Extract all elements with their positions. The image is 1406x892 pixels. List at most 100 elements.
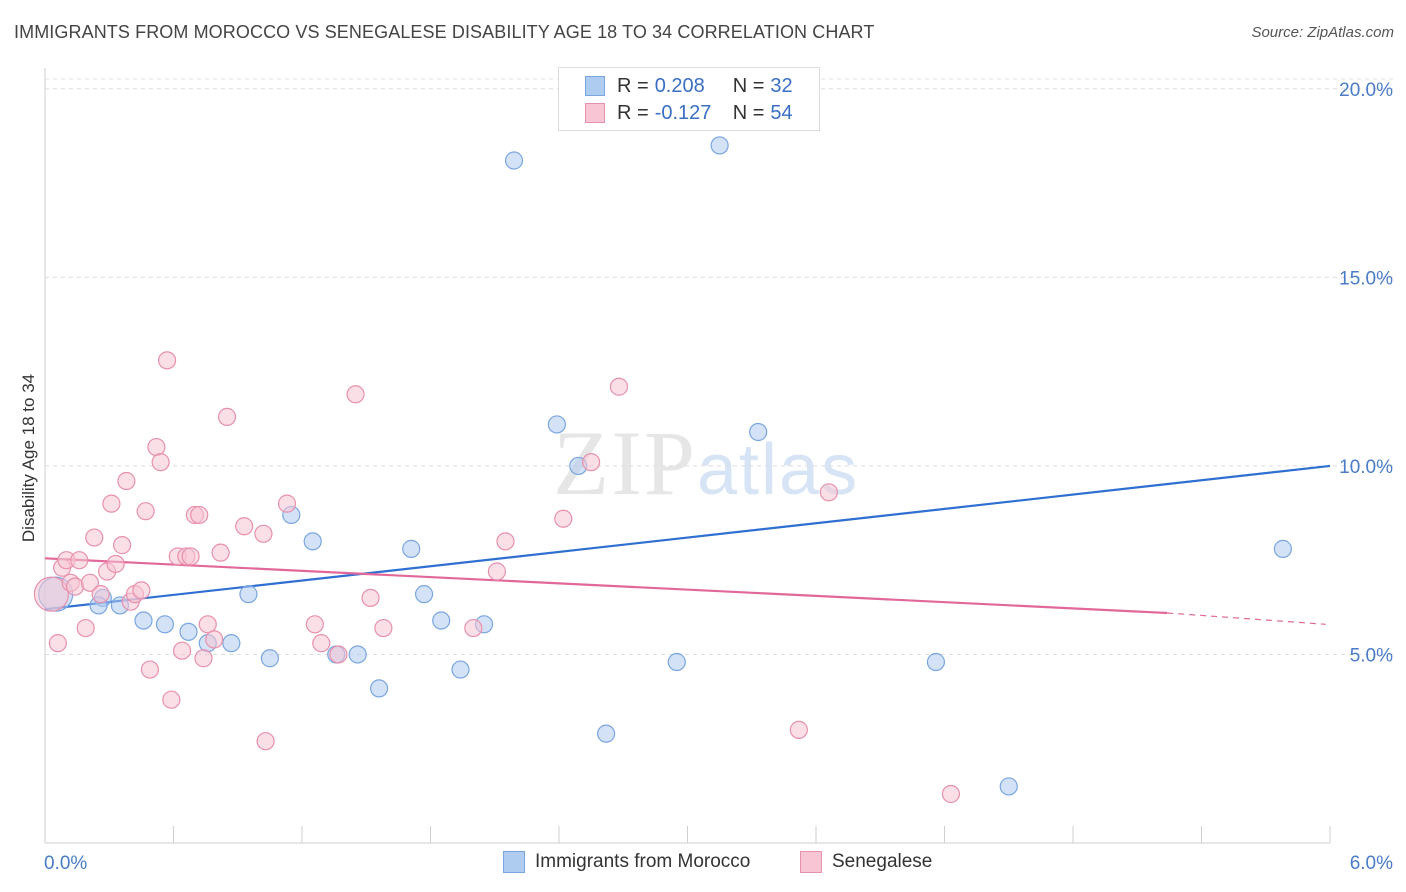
- point-senegalese: [33, 576, 70, 612]
- point-senegalese: [85, 528, 104, 547]
- trend-lines: [44, 464, 1331, 625]
- x-tick-label: 6.0%: [1350, 853, 1393, 874]
- point-senegalese: [48, 634, 67, 653]
- trend-line-senegalese-extension: [1167, 612, 1326, 625]
- point-senegalese: [374, 618, 393, 638]
- axes: [44, 68, 1331, 844]
- legend-row-senegalese: R = -0.127 N = 54: [585, 100, 793, 126]
- series-legend: Immigrants from Morocco Senegalese: [0, 851, 1406, 877]
- point-morocco: [348, 645, 367, 664]
- point-morocco: [451, 660, 470, 679]
- point-senegalese: [136, 502, 155, 521]
- point-senegalese: [117, 471, 136, 491]
- point-senegalese: [106, 554, 125, 574]
- point-morocco: [597, 724, 616, 743]
- point-senegalese: [147, 437, 166, 457]
- point-senegalese: [496, 532, 515, 551]
- legend-row-morocco: R = 0.208 N = 32: [585, 73, 793, 99]
- legend-r-label: R =: [617, 74, 649, 97]
- legend-swatch-senegalese: [800, 851, 822, 873]
- point-senegalese: [554, 509, 573, 528]
- tick-labels: Disability Age 18 to 34 5.0% 10.0% 15.0% 20.…: [19, 80, 1393, 874]
- point-morocco: [222, 634, 241, 653]
- point-senegalese: [217, 407, 237, 427]
- point-morocco: [303, 532, 322, 551]
- point-morocco: [1273, 539, 1292, 558]
- legend-n-value: 32: [770, 74, 793, 97]
- point-senegalese: [102, 494, 121, 513]
- point-senegalese: [65, 577, 85, 596]
- x-tick-label: 0.0%: [44, 853, 87, 874]
- point-morocco: [999, 777, 1018, 796]
- legend-label-senegalese: Senegalese: [832, 851, 933, 872]
- point-senegalese: [789, 720, 808, 739]
- point-senegalese: [80, 573, 100, 592]
- point-senegalese: [582, 453, 601, 472]
- y-tick-label: 20.0%: [1339, 80, 1393, 101]
- point-senegalese: [151, 453, 170, 472]
- point-morocco: [370, 679, 389, 698]
- legend-n-label: N =: [732, 74, 765, 97]
- point-senegalese: [609, 377, 629, 396]
- point-senegalese: [487, 562, 506, 581]
- y-tick-label: 10.0%: [1339, 457, 1393, 478]
- point-morocco: [414, 585, 434, 604]
- source-label: Source: ZipAtlas.com: [1251, 24, 1394, 41]
- point-morocco: [432, 611, 451, 630]
- legend-item-senegalese: Senegalese: [800, 851, 932, 873]
- point-morocco: [260, 649, 279, 668]
- legend-n-label: N =: [732, 101, 765, 124]
- legend-r-value: 0.208: [654, 74, 705, 97]
- point-senegalese: [464, 618, 483, 638]
- legend-n-value: 54: [770, 101, 793, 124]
- y-tick-label: 5.0%: [1350, 645, 1393, 666]
- point-morocco: [547, 415, 566, 434]
- point-senegalese: [205, 630, 224, 649]
- point-senegalese: [70, 551, 89, 570]
- point-senegalese: [157, 351, 177, 370]
- point-senegalese: [329, 645, 348, 664]
- point-senegalese: [941, 784, 961, 804]
- point-morocco: [239, 585, 258, 604]
- legend-label-morocco: Immigrants from Morocco: [535, 851, 751, 872]
- point-senegalese: [211, 543, 230, 562]
- point-senegalese: [194, 649, 213, 668]
- point-senegalese: [162, 690, 181, 709]
- legend-swatch-morocco: [503, 851, 525, 873]
- point-morocco: [749, 422, 768, 442]
- point-senegalese: [235, 517, 254, 536]
- point-senegalese: [76, 618, 95, 638]
- point-senegalese: [277, 494, 297, 513]
- point-morocco: [710, 136, 729, 155]
- trend-line-morocco: [44, 464, 1331, 611]
- point-morocco: [179, 622, 198, 641]
- point-senegalese: [198, 615, 217, 634]
- point-senegalese: [361, 588, 380, 608]
- legend-item-morocco: Immigrants from Morocco: [503, 851, 750, 873]
- point-morocco: [134, 611, 153, 630]
- legend-swatch-senegalese: [585, 103, 605, 123]
- point-senegalese: [254, 524, 273, 543]
- trend-line-senegalese: [44, 557, 1168, 615]
- point-senegalese: [256, 732, 275, 751]
- chart-title: IMMIGRANTS FROM MOROCCO VS SENEGALESE DI…: [14, 22, 875, 42]
- legend-r-label: R =: [617, 101, 649, 124]
- y-axis-label: Disability Age 18 to 34: [19, 374, 38, 542]
- y-tick-label: 15.0%: [1339, 268, 1393, 289]
- point-senegalese: [140, 660, 160, 679]
- point-senegalese: [181, 547, 200, 566]
- point-senegalese: [346, 385, 365, 404]
- point-morocco: [926, 652, 946, 672]
- correlation-legend: R = 0.208 N = 32 R = -0.127 N = 54: [558, 67, 820, 131]
- point-senegalese: [819, 483, 838, 502]
- point-senegalese: [112, 536, 132, 555]
- point-morocco: [667, 652, 686, 672]
- point-morocco: [504, 151, 524, 170]
- point-senegalese: [312, 634, 331, 653]
- data-points: [33, 106, 1292, 804]
- point-morocco: [402, 539, 421, 558]
- point-senegalese: [190, 505, 209, 525]
- point-senegalese: [132, 581, 151, 600]
- legend-r-value: -0.127: [654, 101, 712, 124]
